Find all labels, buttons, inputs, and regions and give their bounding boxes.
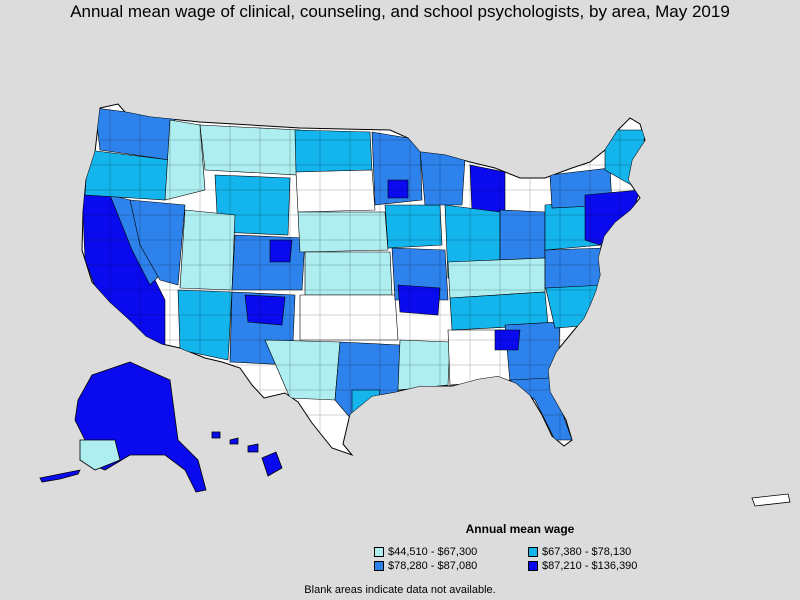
- legend-item-1: $44,510 - $67,300: [374, 546, 477, 558]
- region-new-mexico-high: [244, 294, 286, 326]
- region-north-dakota: [294, 129, 373, 173]
- alaska: [74, 361, 207, 493]
- alaska-aleutians: [39, 469, 81, 483]
- legend-label-3: $78,280 - $87,080: [388, 560, 478, 572]
- region-nebraska: [297, 211, 389, 253]
- region-houston: [351, 389, 381, 426]
- region-carolinas: [544, 281, 606, 329]
- legend-title: Annual mean wage: [465, 522, 575, 536]
- region-south-dakota: [295, 169, 376, 213]
- region-northeast-corridor: [584, 189, 641, 246]
- region-kentucky: [447, 257, 546, 299]
- legend-swatch-2: [528, 547, 538, 557]
- legend-swatch-3: [374, 561, 384, 571]
- region-kansas: [304, 251, 393, 296]
- region-idaho: [164, 119, 206, 201]
- region-nevada: [129, 199, 186, 286]
- puerto-rico-group: [751, 493, 791, 507]
- region-denver-high: [269, 239, 293, 263]
- hawaii-big-island: [261, 451, 283, 477]
- region-arizona: [177, 289, 233, 361]
- region-texas-east: [334, 341, 401, 421]
- region-colorado: [231, 234, 306, 291]
- hawaii-kauai: [211, 431, 221, 439]
- region-minneapolis-high: [387, 179, 409, 199]
- area-grid: [82, 104, 645, 455]
- legend-swatch-1: [374, 547, 384, 557]
- alaska-group: [39, 361, 207, 493]
- legend-item-2: $67,380 - $78,130: [528, 546, 631, 558]
- legend-swatch-4: [528, 561, 538, 571]
- region-iowa: [384, 204, 443, 249]
- region-ohio: [499, 209, 546, 261]
- region-virginia: [544, 247, 606, 289]
- legend-label-2: $67,380 - $78,130: [542, 546, 632, 558]
- legend-label-1: $44,510 - $67,300: [388, 546, 478, 558]
- region-florida: [509, 377, 573, 441]
- conus-group: [81, 103, 646, 457]
- puerto-rico: [751, 493, 791, 507]
- region-utah: [179, 209, 236, 291]
- region-oklahoma: [299, 294, 399, 341]
- footnote: Blank areas indicate data not available.: [304, 584, 496, 596]
- alaska-southwest: [79, 439, 121, 471]
- hawaii-oahu: [229, 437, 239, 445]
- map-title: Annual mean wage of clinical, counseling…: [70, 2, 730, 21]
- hawaii-group: [211, 431, 283, 477]
- legend-label-4: $87,210 - $136,390: [542, 560, 638, 572]
- region-arkansas-high: [397, 284, 441, 316]
- region-montana: [199, 124, 301, 176]
- legend-item-3: $78,280 - $87,080: [374, 560, 477, 572]
- legend-item-4: $87,210 - $136,390: [528, 560, 637, 572]
- region-minnesota: [371, 131, 423, 206]
- hawaii-maui: [247, 443, 259, 453]
